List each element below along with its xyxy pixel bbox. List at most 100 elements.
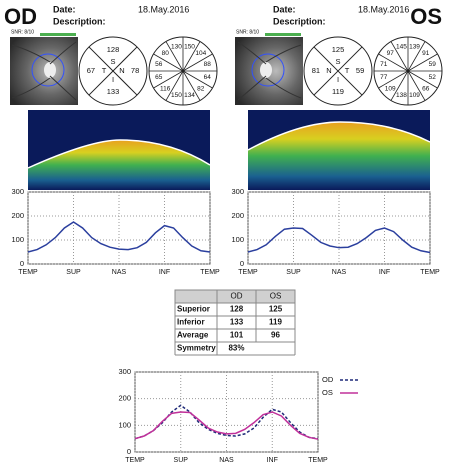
x-tick-label: INF	[159, 269, 170, 276]
clock-divider	[390, 70, 409, 101]
clock-divider	[407, 53, 438, 72]
quadrant-divider	[88, 46, 138, 96]
x-tick-label: NAS	[112, 269, 127, 276]
clock-value: 109	[409, 92, 420, 99]
clock-value: 130	[171, 43, 182, 50]
quadrant-letter: N	[326, 66, 331, 75]
y-tick-label: 300	[118, 367, 131, 376]
clock-value: 80	[162, 50, 170, 57]
oct-os	[247, 110, 431, 190]
quadrant-letter: I	[112, 75, 114, 84]
legend-label: OS	[322, 388, 333, 397]
x-tick-label: SUP	[286, 269, 301, 276]
y-tick-label: 0	[127, 447, 131, 456]
legend-label: OD	[322, 375, 334, 384]
clock-divider	[153, 70, 184, 89]
table-header: OS	[270, 292, 282, 301]
table-row-label: Average	[177, 331, 209, 340]
description-label: Description:	[273, 16, 326, 26]
y-tick-label: 200	[11, 211, 24, 220]
clock-divider	[390, 41, 409, 72]
clock-value: 59	[429, 61, 437, 68]
clock-divider	[153, 53, 184, 72]
fundus-od	[10, 33, 78, 105]
quadrant-letter: S	[110, 57, 115, 66]
oct-od	[27, 110, 211, 190]
table-cell: 125	[269, 305, 283, 314]
date: 18.May.2016	[358, 4, 409, 14]
y-tick-label: 300	[11, 187, 24, 196]
x-tick-label: TEMP	[308, 457, 328, 464]
snr: SNR: 8/10	[236, 29, 259, 35]
x-tick-label: INF	[267, 457, 278, 464]
clock-value: 116	[160, 86, 171, 93]
table-cell: 133	[230, 318, 244, 327]
date: 18.May.2016	[138, 4, 189, 14]
quadrant-value: 67	[87, 66, 95, 75]
clock-value: 134	[184, 92, 195, 99]
date-label: Date:	[53, 4, 76, 14]
clock-value: 139	[409, 43, 420, 50]
x-tick-label: TEMP	[18, 269, 38, 276]
x-tick-label: TEMP	[420, 269, 440, 276]
clock-value: 66	[422, 86, 430, 93]
table-cell: 96	[271, 331, 280, 340]
table-header: OD	[231, 292, 243, 301]
eye-label: OD	[4, 4, 37, 29]
snr: SNR: 8/10	[11, 29, 34, 35]
clock-value: 52	[429, 74, 437, 81]
table-cell: 83%	[228, 344, 244, 353]
quadrant-letter: T	[345, 66, 350, 75]
x-tick-label: TEMP	[125, 457, 145, 464]
clock-value: 97	[387, 50, 395, 57]
clock-value: 91	[422, 50, 430, 57]
clock-value: 104	[195, 50, 206, 57]
eye-label: OS	[410, 4, 442, 29]
description-label: Description:	[53, 16, 106, 26]
clock-divider	[378, 53, 409, 72]
quadrant-letter: I	[337, 75, 339, 84]
table-row-label: Symmetry	[177, 344, 216, 353]
clock-value: 88	[204, 61, 212, 68]
x-tick-label: NAS	[332, 269, 347, 276]
clock-divider	[182, 53, 213, 72]
quadrant-value: 59	[356, 66, 364, 75]
y-tick-label: 100	[11, 235, 24, 244]
clock-divider	[182, 70, 213, 89]
clock-value: 150	[184, 43, 195, 50]
date-label: Date:	[273, 4, 296, 14]
quadrant-value: 125	[332, 45, 345, 54]
x-tick-label: TEMP	[238, 269, 258, 276]
y-tick-label: 100	[118, 420, 131, 429]
clock-value: 109	[385, 86, 396, 93]
y-tick-label: 100	[231, 235, 244, 244]
clock-divider	[165, 70, 184, 101]
quadrant-value: 81	[312, 66, 320, 75]
clock-divider	[407, 70, 426, 101]
x-tick-label: SUP	[174, 457, 189, 464]
x-tick-label: INF	[379, 269, 390, 276]
clock-value: 56	[155, 61, 163, 68]
summary-table: OD OS Superior 128 125 Inferior 133 119 Average 1…	[174, 289, 296, 356]
quadrant-letter: S	[335, 57, 340, 66]
quadrant-value: 119	[332, 87, 344, 96]
series-line	[27, 221, 211, 253]
quadrant-value: 133	[107, 87, 120, 96]
clock-value: 71	[380, 61, 388, 68]
clock-divider	[165, 41, 184, 72]
table-row-label: Superior	[177, 305, 210, 314]
y-tick-label: 200	[231, 211, 244, 220]
y-tick-label: 300	[231, 187, 244, 196]
y-tick-label: 0	[240, 259, 244, 268]
x-tick-label: SUP	[66, 269, 81, 276]
table-cell: 128	[230, 305, 244, 314]
quadrant-value: 128	[107, 45, 120, 54]
y-tick-label: 200	[118, 394, 131, 403]
table-row-label: Inferior	[177, 318, 205, 327]
quadrant-letter: N	[119, 66, 124, 75]
table-cell: 119	[269, 318, 282, 327]
quadrant-divider	[313, 46, 363, 96]
clock-divider	[407, 41, 426, 72]
clock-value: 64	[204, 74, 212, 81]
